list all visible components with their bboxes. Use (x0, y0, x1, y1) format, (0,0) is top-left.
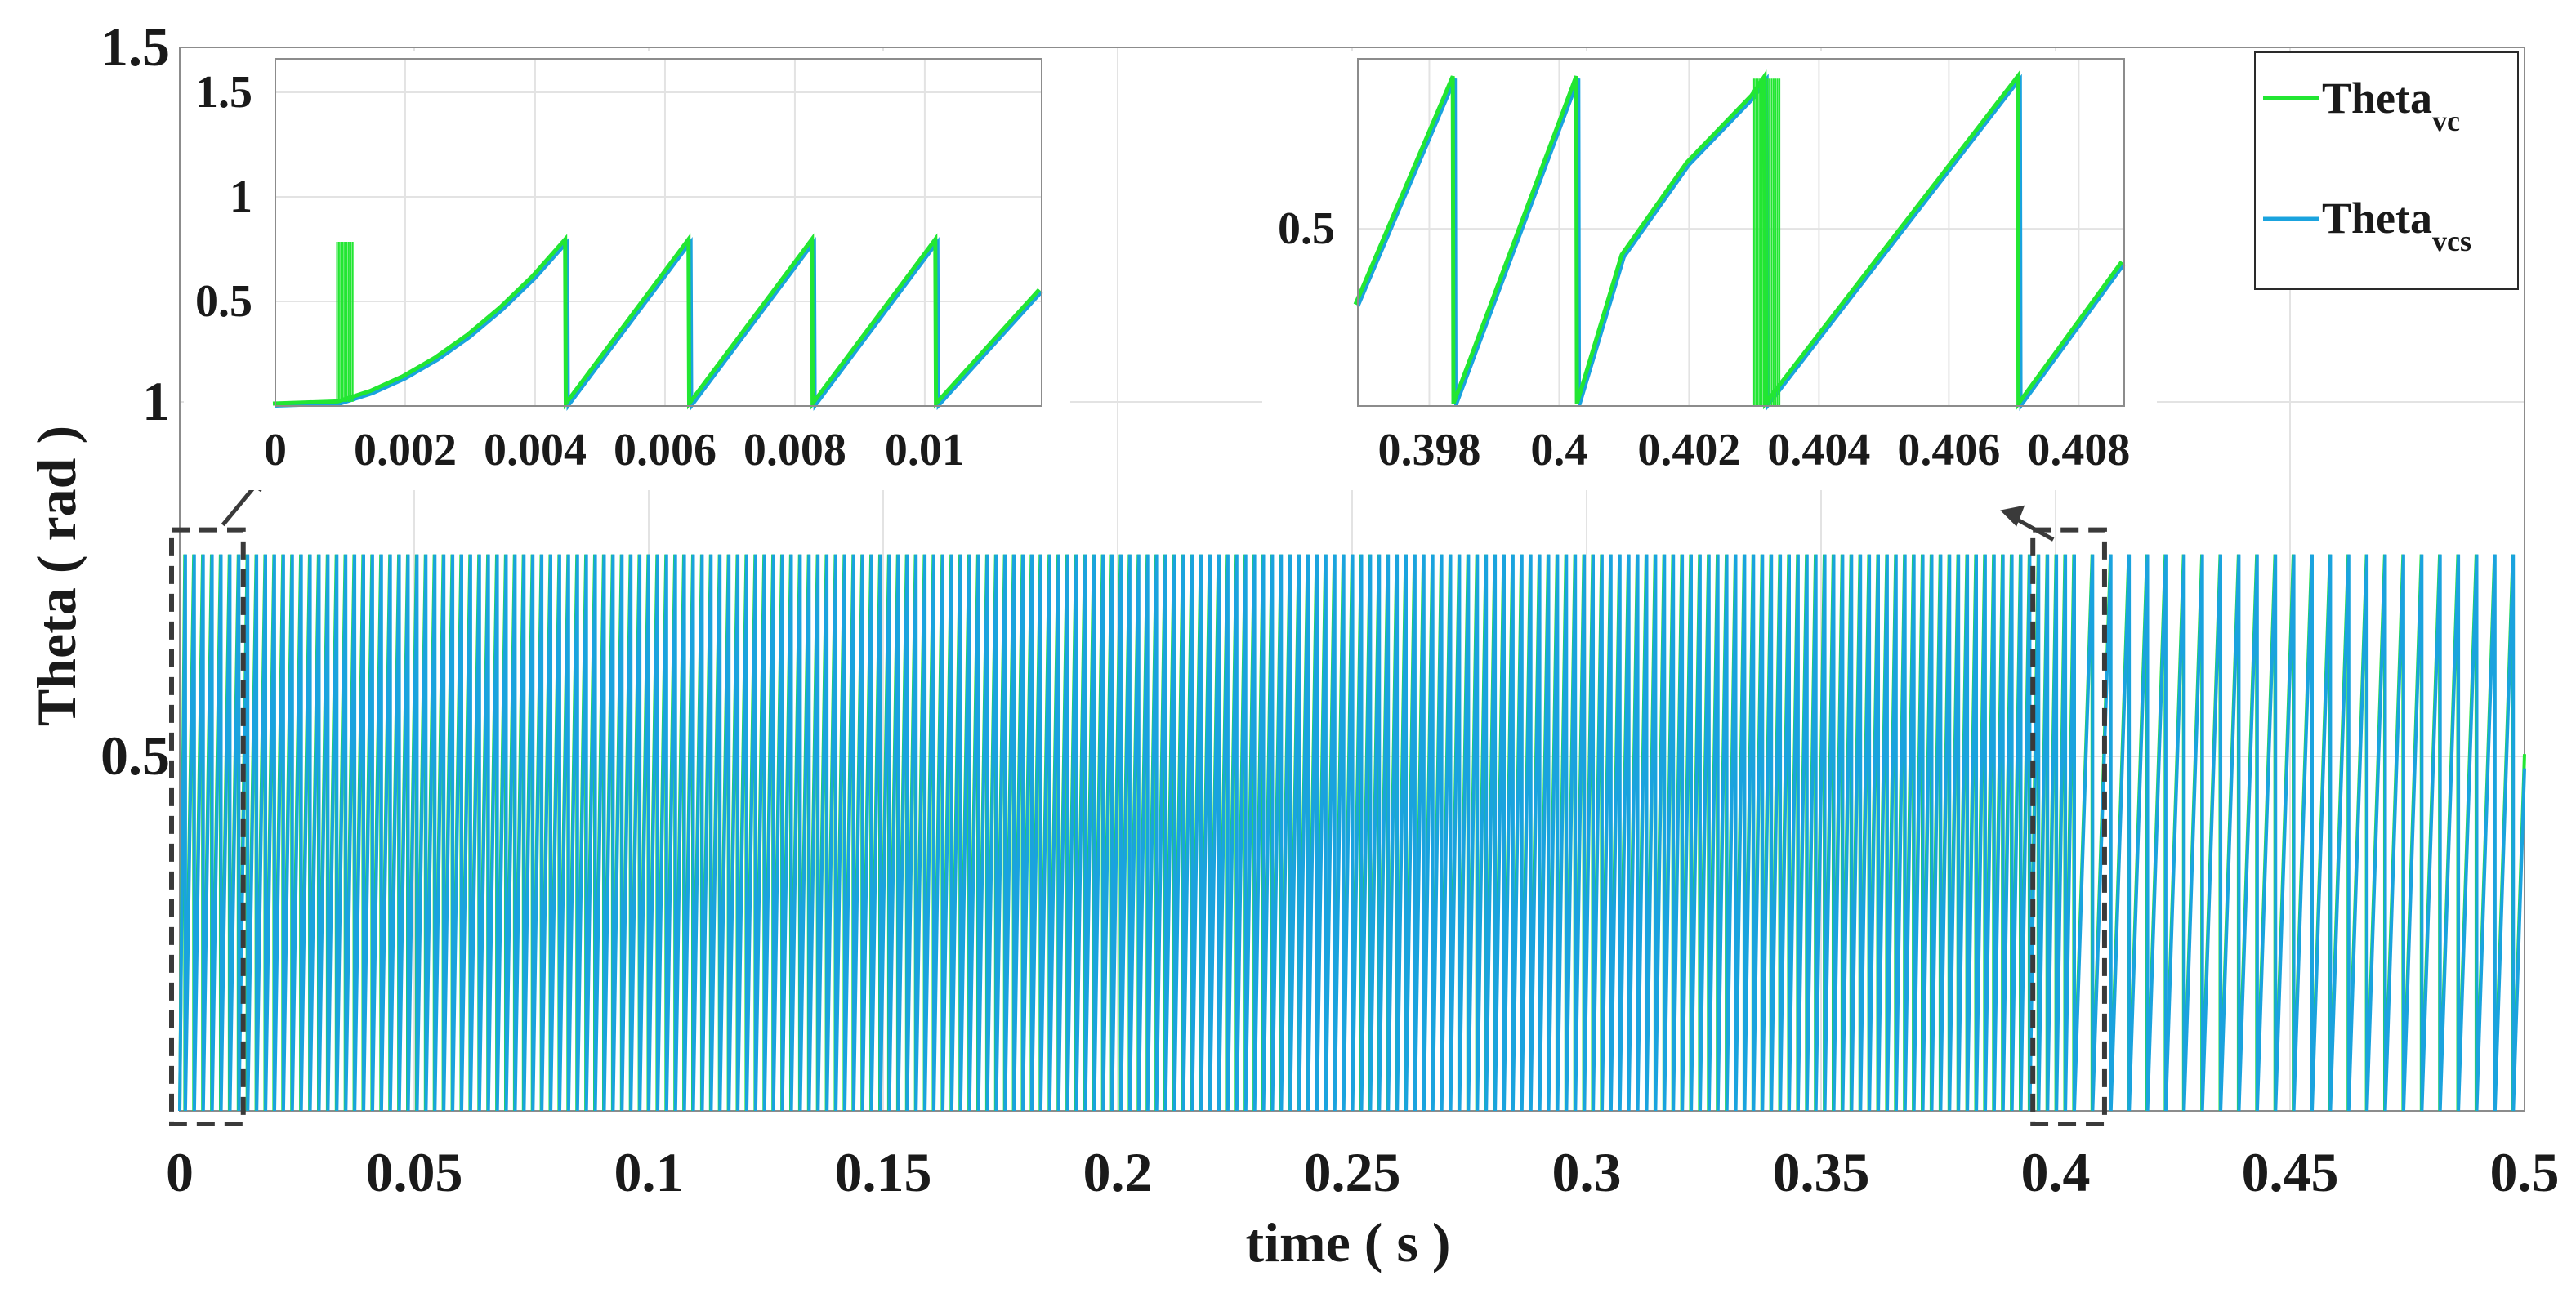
inset2-oscillation-theta-vc (1752, 78, 1781, 406)
inset-chart-1: 0 0.002 0.004 0.006 0.008 0.01 0.5 1 1.5 (184, 51, 1070, 490)
zoom-arrow-2 (2016, 518, 2055, 542)
main-x-tick-label: 0.1 (614, 1141, 684, 1203)
inset2-x-tick-label: 0.398 (1377, 425, 1480, 475)
main-x-tick-label: 0.5 (2490, 1141, 2560, 1203)
inset1-x-tick-label: 0.008 (743, 425, 846, 475)
inset1-oscillation-theta-vc (336, 242, 354, 402)
main-y-ticks: 0.5 1 1.5 (100, 16, 170, 787)
inset1-series-theta-vc (272, 233, 1041, 410)
inset1-x-tick-label: 0.002 (354, 425, 457, 475)
inset1-x-tick-label: 0.01 (885, 425, 965, 475)
legend-entry-theta-vcs: Thetavcs (2263, 194, 2471, 257)
inset1-y-tick-label: 0.5 (195, 276, 252, 327)
zoom-box-1 (169, 527, 246, 1126)
legend-label-theta-vcs: Thetavcs (2322, 194, 2471, 257)
main-x-tick-label: 0.05 (366, 1141, 463, 1203)
inset2-series-theta-vc (1353, 69, 2124, 410)
legend: Thetavc Thetavcs (2254, 51, 2519, 290)
inset-1-series (272, 233, 1043, 411)
main-x-ticks: 0 0.05 0.1 0.15 0.2 0.25 0.3 0.35 0.4 0.45 0.5 (166, 1141, 2560, 1203)
inset-chart-2: 0.398 0.4 0.402 0.404 0.406 0.408 0.5 (1262, 51, 2157, 490)
zoom-box-2 (2030, 527, 2107, 1126)
inset1-y-tick-label: 1 (230, 172, 252, 222)
inset-2-x-ticks: 0.398 0.4 0.402 0.404 0.406 0.408 (1377, 425, 2130, 475)
x-axis-label: time ( s ) (1245, 1211, 1450, 1273)
main-y-tick-label: 0.5 (100, 725, 170, 787)
y-axis-label: Theta ( rad ) (25, 426, 87, 726)
inset-1-frame (275, 58, 1042, 407)
inset-2-background (1262, 51, 2157, 490)
inset-2-y-ticks: 0.5 (1278, 203, 1335, 254)
legend-label-theta-vc: Thetavc (2322, 74, 2460, 137)
inset2-x-tick-label: 0.4 (1530, 425, 1587, 475)
inset-1-y-ticks: 0.5 1 1.5 (195, 67, 252, 327)
inset-1-grid (275, 59, 1042, 406)
main-x-tick-label: 0.3 (1552, 1141, 1622, 1203)
main-x-tick-label: 0.2 (1083, 1141, 1153, 1203)
main-series (178, 554, 2526, 1112)
main-x-tick-label: 0.45 (2242, 1141, 2339, 1203)
main-series-theta-vcs (178, 554, 2526, 1112)
inset2-x-tick-label: 0.404 (1767, 425, 1870, 475)
inset-1-x-ticks: 0 0.002 0.004 0.006 0.008 0.01 (264, 425, 965, 475)
legend-entry-theta-vc: Thetavc (2263, 74, 2460, 137)
main-x-tick-label: 0.15 (835, 1141, 932, 1203)
main-y-tick-label: 1 (142, 370, 170, 432)
inset-2-grid (1358, 59, 2124, 406)
inset2-x-tick-label: 0.402 (1637, 425, 1740, 475)
inset2-y-tick-label: 0.5 (1278, 203, 1335, 254)
inset2-x-tick-label: 0.406 (1897, 425, 2000, 475)
inset1-x-tick-label: 0 (264, 425, 287, 475)
main-x-tick-label: 0.25 (1304, 1141, 1401, 1203)
inset1-x-tick-label: 0.006 (614, 425, 717, 475)
main-y-tick-label: 1.5 (100, 16, 170, 78)
inset1-series-theta-vcs (275, 237, 1043, 411)
main-x-tick-label: 0 (166, 1141, 194, 1203)
inset1-y-tick-label: 1.5 (195, 67, 252, 118)
main-x-tick-label: 0.35 (1773, 1141, 1870, 1203)
legend-box (2254, 51, 2519, 290)
inset-2-frame (1357, 58, 2125, 407)
zoom-arrowhead-2 (2000, 505, 2025, 527)
inset2-x-tick-label: 0.408 (2027, 425, 2130, 475)
main-x-tick-label: 0.4 (2021, 1141, 2091, 1203)
inset-1-background (184, 51, 1070, 490)
inset1-x-tick-label: 0.004 (484, 425, 587, 475)
